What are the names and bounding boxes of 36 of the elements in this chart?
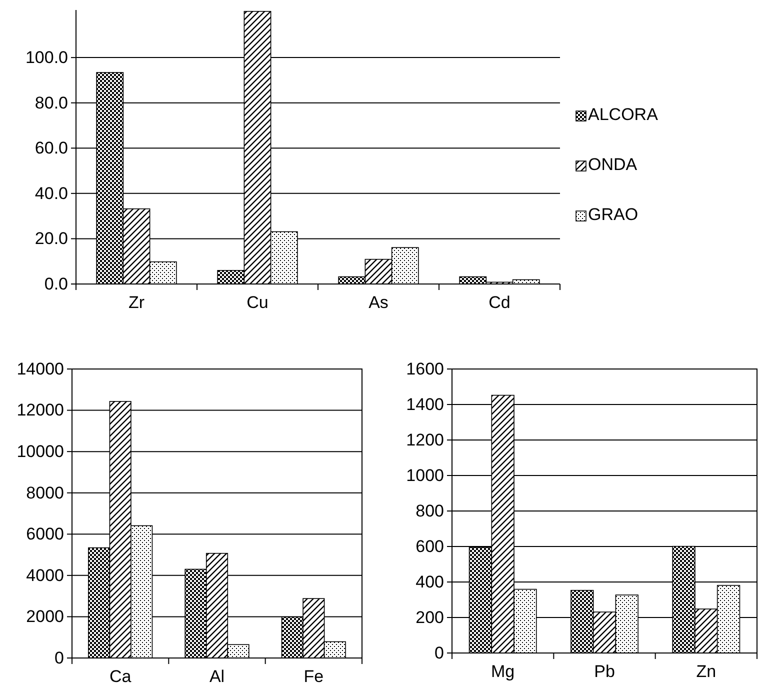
y-tick-label: 14000 xyxy=(16,359,64,378)
x-tick-label: Zr xyxy=(128,293,145,312)
y-tick-label: 4000 xyxy=(26,566,64,585)
y-tick-label: 1600 xyxy=(406,359,444,378)
y-tick-label: 400 xyxy=(416,572,444,592)
y-tick-label: 20.0 xyxy=(34,229,68,248)
y-tick-label: 100.0 xyxy=(25,48,68,67)
x-tick-label: Cu xyxy=(246,293,268,312)
x-tick-label: Mg xyxy=(491,662,515,682)
y-tick-label: 8000 xyxy=(26,483,64,502)
x-tick-label: Fe xyxy=(304,667,324,686)
y-tick-label: 12000 xyxy=(16,400,64,420)
x-tick-label: As xyxy=(368,293,388,312)
y-tick-label: 40.0 xyxy=(34,184,68,203)
y-tick-label: 60.0 xyxy=(34,138,68,158)
x-tick-label: Zn xyxy=(696,662,716,682)
y-tick-label: 600 xyxy=(416,536,444,556)
x-tick-label: Ca xyxy=(109,667,132,686)
y-tick-label: 200 xyxy=(416,608,444,627)
x-tick-label: Cd xyxy=(488,293,510,312)
x-tick-label: Al xyxy=(209,667,225,686)
x-tick-label: Pb xyxy=(594,662,615,682)
legend-label: GRAO xyxy=(588,205,638,224)
y-tick-label: 0 xyxy=(54,648,64,668)
y-tick-label: 800 xyxy=(416,501,444,520)
legend-label: ONDA xyxy=(588,155,638,174)
y-tick-label: 1400 xyxy=(406,394,444,414)
y-tick-label: 6000 xyxy=(26,524,64,544)
legend-label: ALCORA xyxy=(588,105,659,124)
y-tick-label: 2000 xyxy=(26,607,64,626)
y-tick-label: 10000 xyxy=(16,442,64,462)
y-tick-label: 0 xyxy=(434,643,444,662)
y-tick-label: 1200 xyxy=(406,430,444,450)
y-tick-label: 80.0 xyxy=(34,93,68,112)
y-tick-label: 1000 xyxy=(406,466,444,485)
y-tick-label: 0.0 xyxy=(44,274,68,294)
